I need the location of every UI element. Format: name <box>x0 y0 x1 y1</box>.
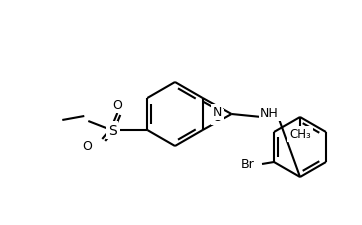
Text: O: O <box>82 140 92 153</box>
Text: N: N <box>212 106 222 119</box>
Text: Br: Br <box>241 158 255 171</box>
Text: O: O <box>112 99 122 112</box>
Text: NH: NH <box>260 107 279 120</box>
Text: CH₃: CH₃ <box>289 128 311 141</box>
Text: S: S <box>108 124 117 137</box>
Text: O: O <box>212 111 222 124</box>
